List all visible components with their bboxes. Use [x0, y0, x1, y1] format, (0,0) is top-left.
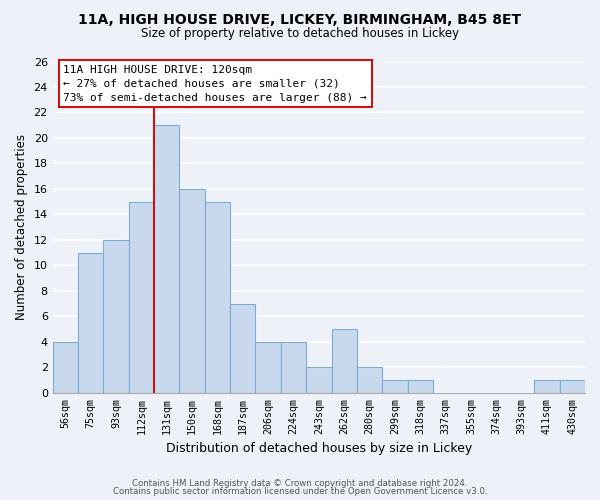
Bar	[129, 202, 154, 393]
Bar	[332, 329, 357, 393]
Bar	[78, 252, 103, 393]
Bar	[357, 368, 382, 393]
Bar	[256, 342, 281, 393]
Text: Contains public sector information licensed under the Open Government Licence v3: Contains public sector information licen…	[113, 487, 487, 496]
Text: Size of property relative to detached houses in Lickey: Size of property relative to detached ho…	[141, 28, 459, 40]
Bar	[382, 380, 407, 393]
Bar	[53, 342, 78, 393]
Y-axis label: Number of detached properties: Number of detached properties	[15, 134, 28, 320]
Text: 11A HIGH HOUSE DRIVE: 120sqm
← 27% of detached houses are smaller (32)
73% of se: 11A HIGH HOUSE DRIVE: 120sqm ← 27% of de…	[64, 65, 367, 103]
Bar	[103, 240, 129, 393]
Bar	[154, 125, 179, 393]
Text: 11A, HIGH HOUSE DRIVE, LICKEY, BIRMINGHAM, B45 8ET: 11A, HIGH HOUSE DRIVE, LICKEY, BIRMINGHA…	[79, 12, 521, 26]
Bar	[535, 380, 560, 393]
Bar	[281, 342, 306, 393]
Bar	[407, 380, 433, 393]
Bar	[560, 380, 585, 393]
Bar	[205, 202, 230, 393]
Bar	[230, 304, 256, 393]
Text: Contains HM Land Registry data © Crown copyright and database right 2024.: Contains HM Land Registry data © Crown c…	[132, 478, 468, 488]
Bar	[179, 189, 205, 393]
X-axis label: Distribution of detached houses by size in Lickey: Distribution of detached houses by size …	[166, 442, 472, 455]
Bar	[306, 368, 332, 393]
